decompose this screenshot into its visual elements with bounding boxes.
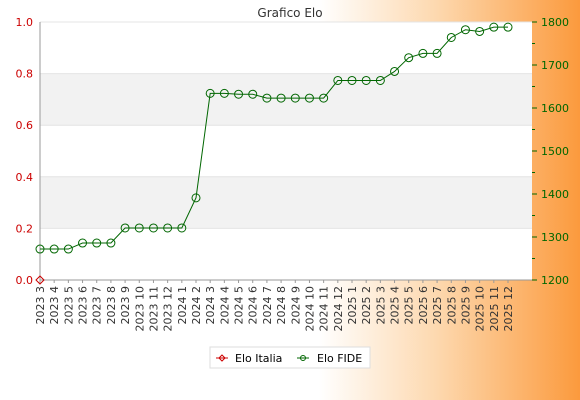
data-point-elo-fide	[304, 93, 314, 103]
data-point-elo-italia	[35, 275, 45, 285]
x-tick-label: 2024 11	[318, 286, 331, 332]
x-tick-label: 2025 8	[445, 286, 458, 325]
legend: Elo Italia Elo FIDE	[209, 346, 371, 369]
data-point-elo-fide	[63, 244, 73, 254]
data-point-elo-fide	[219, 88, 229, 98]
x-tick-label: 2024 3	[204, 286, 217, 325]
x-tick-label: 2024 6	[247, 286, 260, 325]
legend-label-elo-italia: Elo Italia	[235, 352, 282, 365]
grid-band	[40, 176, 532, 229]
data-point-elo-fide	[475, 26, 485, 36]
data-point-elo-fide	[446, 32, 456, 42]
x-tick-label: 2023 3	[34, 286, 47, 325]
x-tick-label: 2024 10	[303, 286, 316, 332]
y-left-tick-label: 0.4	[16, 171, 34, 184]
y-right-tick-label: 1300	[541, 231, 569, 244]
y-right-tick-label: 1600	[541, 102, 569, 115]
data-point-elo-fide	[106, 238, 116, 248]
legend-marker-elo-fide-icon	[300, 355, 306, 361]
data-point-elo-fide	[120, 223, 130, 233]
plot-area	[40, 22, 532, 280]
data-point-elo-fide	[276, 93, 286, 103]
x-tick-label: 2025 9	[459, 286, 472, 325]
data-point-elo-fide	[404, 53, 414, 63]
y-right-tick-label: 1200	[541, 274, 569, 287]
x-tick-label: 2025 3	[374, 286, 387, 325]
data-point-elo-fide	[248, 89, 258, 99]
data-point-elo-fide	[262, 93, 272, 103]
data-point-elo-fide	[347, 75, 357, 85]
x-tick-label: 2024 2	[190, 286, 203, 325]
data-point-elo-fide	[35, 244, 45, 254]
x-tick-label: 2023 6	[77, 286, 90, 325]
x-tick-label: 2023 10	[133, 286, 146, 332]
data-point-elo-fide	[418, 48, 428, 58]
data-point-elo-fide	[234, 89, 244, 99]
x-tick-label: 2023 12	[162, 286, 175, 332]
data-point-elo-fide	[205, 88, 215, 98]
data-point-elo-fide	[489, 22, 499, 32]
data-point-elo-fide	[361, 75, 371, 85]
x-tick-label: 2025 1	[346, 286, 359, 325]
data-point-elo-fide	[319, 93, 329, 103]
x-tick-label: 2025 2	[360, 286, 373, 325]
data-point-elo-fide	[177, 223, 187, 233]
x-tick-label: 2024 8	[275, 286, 288, 325]
x-tick-label: 2023 5	[62, 286, 75, 325]
y-right-tick-label: 1500	[541, 145, 569, 158]
x-tick-label: 2023 9	[119, 286, 132, 325]
data-point-elo-fide	[134, 223, 144, 233]
data-point-elo-fide	[148, 223, 158, 233]
data-point-elo-fide	[333, 75, 343, 85]
data-point-elo-fide	[78, 238, 88, 248]
x-tick-label: 2023 4	[48, 286, 61, 325]
data-point-elo-fide	[432, 48, 442, 58]
x-tick-label: 2024 5	[233, 286, 246, 325]
chart-title: Grafico Elo	[257, 6, 322, 20]
x-tick-label: 2023 7	[91, 286, 104, 325]
data-point-elo-fide	[163, 223, 173, 233]
data-point-elo-fide	[49, 244, 59, 254]
y-left-tick-label: 0.0	[16, 274, 34, 287]
x-tick-label: 2025 4	[389, 286, 402, 325]
y-left-tick-label: 0.8	[16, 68, 34, 81]
data-point-elo-fide	[92, 238, 102, 248]
legend-label-elo-fide: Elo FIDE	[317, 352, 362, 365]
y-left-tick-label: 0.2	[16, 222, 34, 235]
data-point-elo-fide	[290, 93, 300, 103]
x-tick-label: 2024 9	[289, 286, 302, 325]
x-tick-label: 2025 7	[431, 286, 444, 325]
x-tick-label: 2025 11	[488, 286, 501, 332]
legend-marker-elo-italia-icon	[218, 354, 226, 362]
x-tick-label: 2024 7	[261, 286, 274, 325]
data-point-elo-fide	[191, 193, 201, 203]
x-tick-label: 2024 1	[176, 286, 189, 325]
data-point-elo-fide	[375, 75, 385, 85]
y-left-tick-label: 0.6	[16, 119, 34, 132]
y-left-tick-label: 1.0	[16, 16, 34, 29]
x-tick-label: 2023 8	[105, 286, 118, 325]
y-right-tick-label: 1700	[541, 59, 569, 72]
x-tick-label: 2025 6	[417, 286, 430, 325]
series-line-elo-fide	[40, 26, 508, 250]
data-point-elo-fide	[503, 22, 513, 32]
y-right-tick-label: 1800	[541, 16, 569, 29]
x-tick-label: 2024 12	[332, 286, 345, 332]
x-tick-label: 2024 4	[218, 286, 231, 325]
y-right-tick-label: 1400	[541, 188, 569, 201]
data-point-elo-fide	[460, 25, 470, 35]
x-tick-label: 2025 10	[474, 286, 487, 332]
x-tick-label: 2025 12	[502, 286, 515, 332]
grid-band	[40, 73, 532, 126]
data-point-elo-fide	[390, 66, 400, 76]
x-tick-label: 2023 11	[147, 286, 160, 332]
legend-box	[209, 346, 371, 369]
x-tick-label: 2025 5	[403, 286, 416, 325]
